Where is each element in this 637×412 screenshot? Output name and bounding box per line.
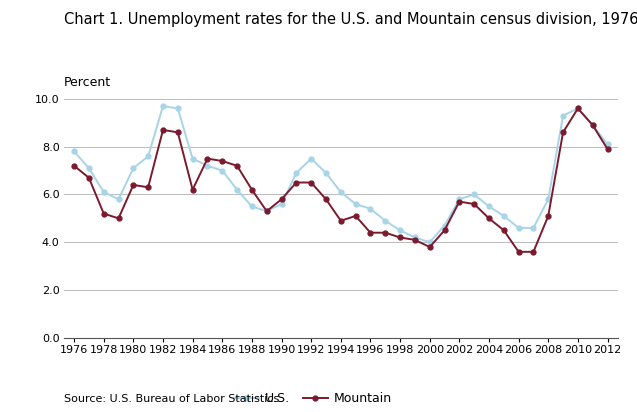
Mountain bbox=[159, 127, 167, 132]
Mountain bbox=[396, 235, 404, 240]
Mountain bbox=[352, 213, 359, 218]
U.S. bbox=[233, 187, 241, 192]
U.S. bbox=[470, 192, 478, 197]
U.S. bbox=[85, 166, 93, 171]
Text: Percent: Percent bbox=[64, 75, 111, 89]
U.S. bbox=[367, 206, 375, 211]
U.S. bbox=[500, 213, 508, 218]
Mountain bbox=[85, 175, 93, 180]
Line: U.S.: U.S. bbox=[71, 104, 610, 245]
U.S. bbox=[337, 190, 345, 194]
Legend: U.S., Mountain: U.S., Mountain bbox=[229, 387, 397, 410]
Mountain bbox=[100, 211, 108, 216]
Mountain bbox=[204, 156, 211, 161]
Mountain bbox=[455, 199, 463, 204]
U.S. bbox=[411, 235, 419, 240]
Mountain bbox=[545, 213, 552, 218]
U.S. bbox=[515, 225, 522, 230]
U.S. bbox=[292, 171, 300, 176]
Mountain bbox=[322, 197, 330, 202]
Mountain bbox=[441, 228, 448, 233]
U.S. bbox=[322, 171, 330, 176]
Mountain bbox=[574, 106, 582, 111]
Mountain bbox=[426, 245, 434, 250]
U.S. bbox=[204, 163, 211, 168]
U.S. bbox=[218, 168, 226, 173]
U.S. bbox=[352, 201, 359, 206]
Mountain bbox=[604, 147, 612, 152]
Mountain bbox=[189, 187, 196, 192]
Line: Mountain: Mountain bbox=[71, 106, 610, 254]
Mountain bbox=[411, 237, 419, 242]
Mountain bbox=[529, 249, 537, 254]
Text: Source: U.S. Bureau of Labor Statistics.: Source: U.S. Bureau of Labor Statistics. bbox=[64, 394, 283, 404]
Mountain bbox=[515, 249, 522, 254]
Mountain bbox=[485, 216, 493, 221]
Mountain bbox=[292, 180, 300, 185]
U.S. bbox=[441, 223, 448, 228]
U.S. bbox=[396, 228, 404, 233]
Mountain bbox=[129, 183, 137, 187]
U.S. bbox=[278, 201, 285, 206]
Mountain bbox=[248, 187, 255, 192]
U.S. bbox=[529, 225, 537, 230]
Mountain bbox=[307, 180, 315, 185]
Text: Chart 1. Unemployment rates for the U.S. and Mountain census division, 1976–2012: Chart 1. Unemployment rates for the U.S.… bbox=[64, 12, 637, 27]
Mountain bbox=[367, 230, 375, 235]
Mountain bbox=[218, 159, 226, 164]
Mountain bbox=[233, 163, 241, 168]
Mountain bbox=[278, 197, 285, 202]
Mountain bbox=[337, 218, 345, 223]
Mountain bbox=[70, 163, 78, 168]
Mountain bbox=[115, 216, 122, 221]
U.S. bbox=[100, 190, 108, 194]
U.S. bbox=[189, 156, 196, 161]
U.S. bbox=[382, 218, 389, 223]
U.S. bbox=[70, 149, 78, 154]
U.S. bbox=[574, 106, 582, 111]
U.S. bbox=[589, 123, 596, 128]
Mountain bbox=[500, 228, 508, 233]
U.S. bbox=[174, 106, 182, 111]
Mountain bbox=[145, 185, 152, 190]
U.S. bbox=[263, 209, 271, 214]
U.S. bbox=[485, 204, 493, 209]
U.S. bbox=[115, 197, 122, 202]
Mountain bbox=[174, 130, 182, 135]
U.S. bbox=[455, 197, 463, 202]
U.S. bbox=[545, 197, 552, 202]
U.S. bbox=[604, 142, 612, 147]
Mountain bbox=[382, 230, 389, 235]
U.S. bbox=[307, 156, 315, 161]
Mountain bbox=[263, 209, 271, 214]
Mountain bbox=[559, 130, 567, 135]
U.S. bbox=[159, 103, 167, 108]
U.S. bbox=[559, 113, 567, 118]
U.S. bbox=[129, 166, 137, 171]
Mountain bbox=[470, 201, 478, 206]
U.S. bbox=[248, 204, 255, 209]
Mountain bbox=[589, 123, 596, 128]
U.S. bbox=[145, 154, 152, 159]
U.S. bbox=[426, 240, 434, 245]
